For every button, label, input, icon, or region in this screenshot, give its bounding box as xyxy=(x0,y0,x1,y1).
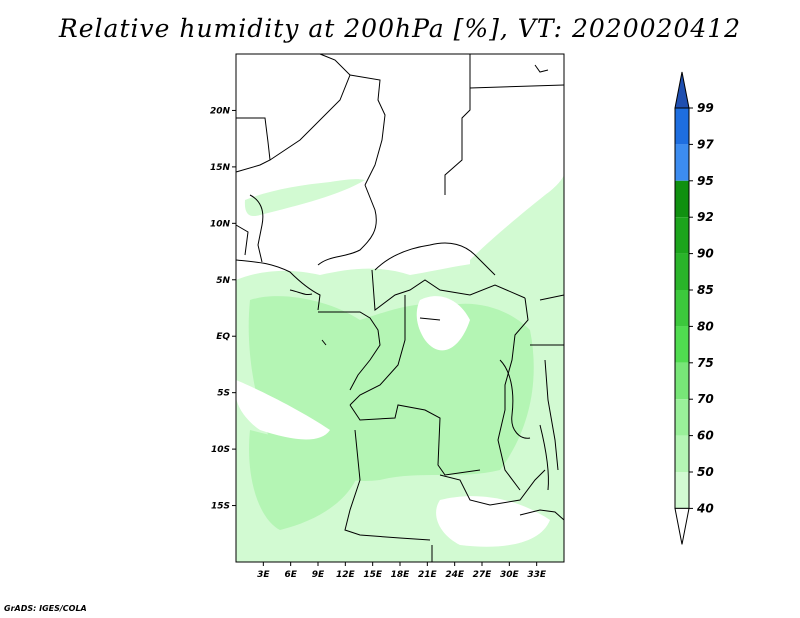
colorbar-label: 85 xyxy=(697,283,714,297)
shade-region-clear-2 xyxy=(416,296,470,351)
colorbar-label: 50 xyxy=(697,465,714,479)
shade-region-clear-3 xyxy=(436,496,550,547)
lon-tick-label: 18E xyxy=(391,570,411,580)
lon-tick-label: 3E xyxy=(257,570,270,580)
lat-tick-label: 15S xyxy=(211,502,230,512)
colorbar-label: 80 xyxy=(697,319,714,333)
colorbar-top-arrow xyxy=(674,71,690,109)
lon-tick-label: 24E xyxy=(445,570,465,580)
colorbar-label: 99 xyxy=(697,101,714,115)
lat-tick-label: EQ xyxy=(216,332,230,342)
map-title: Relative humidity at 200hPa [%], VT: 202… xyxy=(58,14,742,43)
colorbar-segment xyxy=(675,362,689,400)
colorbar-label: 75 xyxy=(697,356,714,370)
colorbar-segment xyxy=(675,253,689,290)
lat-tick-label: 5N xyxy=(216,276,230,286)
colorbar-segment xyxy=(675,326,689,363)
lon-tick-label: 12E xyxy=(336,570,356,580)
lon-tick-label: 9E xyxy=(312,570,325,580)
longitude-axis: 3E 6E 9E 12E 15E 18E 21E 24E 27E 30E 33E xyxy=(257,562,547,580)
lat-tick-label: 10S xyxy=(211,445,230,455)
lat-tick-label: 5S xyxy=(217,389,230,399)
colorbar-label: 60 xyxy=(697,429,714,443)
lon-tick-label: 30E xyxy=(500,570,520,580)
humidity-shading xyxy=(236,175,564,562)
colorbar-label: 97 xyxy=(697,137,714,151)
lon-tick-label: 21E xyxy=(418,570,438,580)
colorbar-segment xyxy=(675,108,689,145)
grads-credit: GrADS: IGES/COLA xyxy=(4,604,87,613)
lon-tick-label: 27E xyxy=(473,570,493,580)
colorbar-label: 92 xyxy=(697,210,714,224)
colorbar-segment xyxy=(675,435,689,472)
colorbar-segment xyxy=(675,399,689,436)
shade-region-sahel xyxy=(244,179,365,217)
shade-region-south xyxy=(249,430,360,530)
colorbar-segment xyxy=(675,217,689,254)
lat-tick-label: 10N xyxy=(210,219,231,229)
colorbar-label: 90 xyxy=(697,247,714,261)
lat-tick-label: 15N xyxy=(210,163,231,173)
colorbar-segment xyxy=(675,290,689,327)
colorbar-label: 40 xyxy=(696,501,714,515)
colorbar: 99 97 95 92 90 85 80 75 70 60 50 40 xyxy=(674,71,714,545)
colorbar-bottom-arrow xyxy=(674,507,690,545)
map-panel: 20N 15N 10N 5N EQ 5S 10S 15S 3E 6E 9E 12E 15E 18E 21E… xyxy=(210,53,565,580)
lat-tick-label: 20N xyxy=(210,106,231,116)
country-borders xyxy=(235,53,565,562)
colorbar-segment xyxy=(675,472,689,509)
latitude-axis: 20N 15N 10N 5N EQ 5S 10S 15S xyxy=(210,106,236,512)
colorbar-segment xyxy=(675,144,689,181)
shade-region-clear-1 xyxy=(236,380,330,440)
lon-tick-label: 15E xyxy=(363,570,383,580)
lon-tick-label: 33E xyxy=(527,570,547,580)
colorbar-segment xyxy=(675,180,689,218)
colorbar-label: 70 xyxy=(697,392,714,406)
lon-tick-label: 6E xyxy=(284,570,297,580)
shade-region-east-plume xyxy=(470,175,564,300)
colorbar-label: 95 xyxy=(697,174,714,188)
